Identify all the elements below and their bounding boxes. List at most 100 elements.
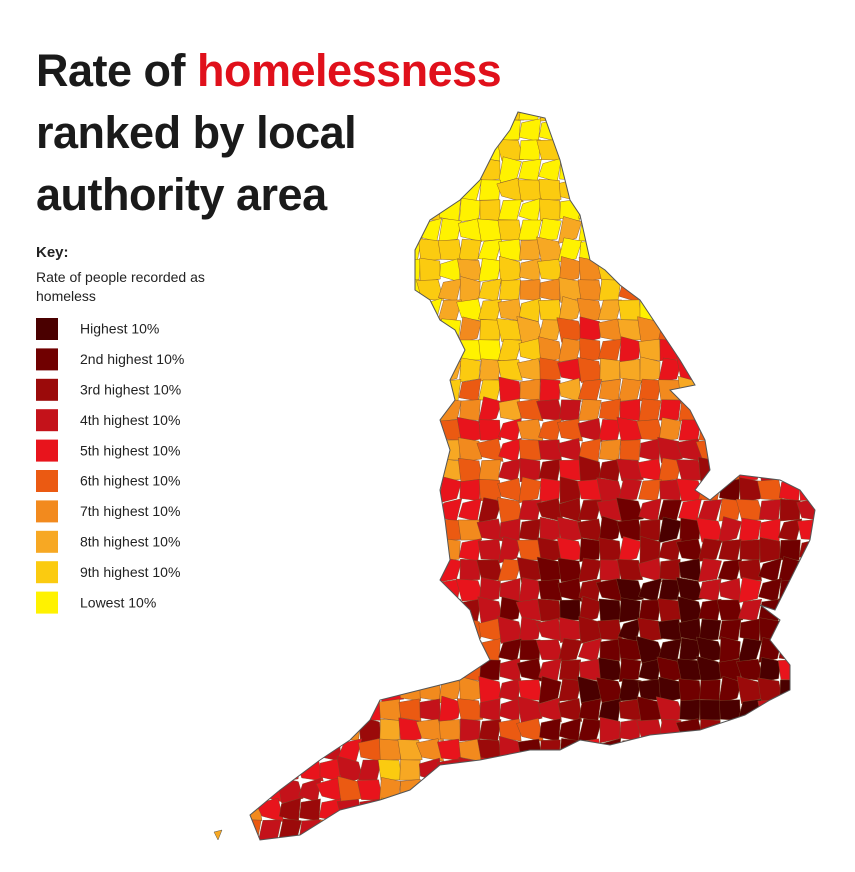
region [537,759,563,781]
region [357,459,383,481]
region [516,658,544,682]
region [598,238,622,262]
region [718,839,742,840]
region [258,279,282,301]
region [458,538,482,562]
region [538,697,562,723]
region [676,819,704,840]
region [695,236,725,264]
region [250,799,263,821]
region [498,779,522,801]
region [338,398,362,422]
region [776,776,804,804]
region [697,538,723,562]
region [558,296,582,324]
region [820,677,840,703]
region [779,357,801,383]
region [297,417,323,443]
region [639,117,661,143]
region [419,478,441,502]
region [578,256,602,284]
isles-of-scilly [213,829,223,841]
region [319,538,341,562]
region [337,259,363,281]
region [678,498,702,522]
region [738,738,762,762]
region [339,458,361,482]
region [559,399,581,421]
region [578,595,602,625]
region [819,717,841,743]
region [479,659,501,681]
region [479,799,501,821]
region [250,579,262,601]
region [618,739,642,761]
region [258,595,282,625]
region [538,178,562,202]
region [618,176,642,204]
region [757,677,783,703]
region [658,516,682,544]
region [759,817,781,840]
region [279,598,301,622]
region [819,819,841,841]
region [777,379,803,401]
region [799,819,815,840]
region [538,439,562,461]
region [417,297,443,323]
region [579,155,601,185]
region [317,339,343,361]
region [718,138,742,162]
region [737,598,763,622]
region [418,538,442,562]
region [277,637,303,663]
region [458,457,482,482]
region [479,757,501,783]
region [278,757,302,783]
region [438,818,462,840]
region [479,358,501,382]
region [698,336,722,364]
region [739,719,761,741]
region [820,540,840,560]
region [777,315,803,345]
region [758,319,782,341]
region [458,339,482,361]
region [496,837,524,840]
region [558,135,582,165]
region [319,696,341,724]
region [539,278,561,302]
region [478,839,502,840]
region [719,739,741,761]
region [778,598,802,622]
region [250,359,264,381]
legend: Highest 10% 2nd highest 10% 3rd highest 10… [36,318,184,614]
region [477,396,503,424]
region [799,199,815,221]
region [659,297,681,323]
region [698,258,722,282]
region [699,799,721,821]
region [559,476,581,504]
region [799,459,815,481]
region [818,779,841,800]
region [316,358,344,382]
region [359,379,381,401]
region [718,516,742,544]
region [539,198,561,222]
region [718,577,742,603]
legend-label: 4th highest 10% [80,412,180,428]
region [638,557,662,583]
region [398,619,422,641]
region [777,418,803,442]
region [250,536,264,564]
region [778,237,802,263]
region [478,278,502,302]
region [398,698,422,722]
region [316,516,344,544]
region [257,419,283,441]
region [818,159,843,182]
region [519,797,541,823]
region [758,135,782,165]
region [538,838,562,840]
